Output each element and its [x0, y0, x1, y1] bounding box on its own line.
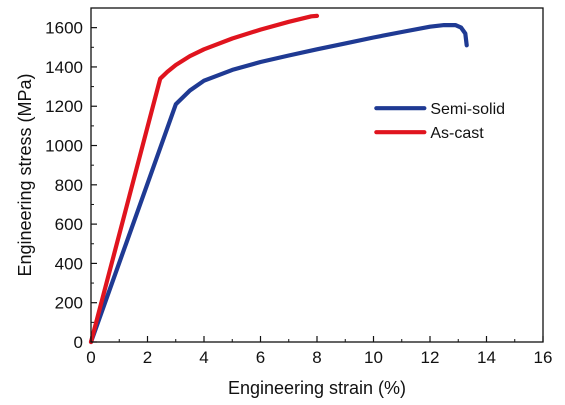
x-tick-label: 0	[86, 348, 95, 367]
legend: Semi-solid As-cast	[374, 101, 505, 142]
series-line-as-cast	[88, 13, 320, 345]
y-tick-label: 1000	[45, 137, 83, 156]
y-tick-label: 1400	[45, 58, 83, 77]
y-tick-label: 1600	[45, 19, 83, 38]
y-tick-label: 200	[55, 294, 83, 313]
x-tick-label: 4	[199, 348, 208, 367]
y-axis-title: Engineering stress (MPa)	[15, 73, 35, 276]
legend-label: As-cast	[430, 125, 484, 142]
x-tick-label: 16	[534, 348, 553, 367]
x-tick-label: 14	[477, 348, 496, 367]
y-tick-label: 400	[55, 254, 83, 273]
series-layer	[88, 13, 469, 345]
series-line-semi-solid	[88, 23, 469, 345]
y-tick-label: 1200	[45, 97, 83, 116]
plot-frame	[90, 7, 544, 343]
x-axis-title: Engineering strain (%)	[228, 378, 406, 398]
x-tick-label: 12	[421, 348, 440, 367]
x-tick-label: 2	[143, 348, 152, 367]
x-tick-label: 6	[256, 348, 265, 367]
legend-label: Semi-solid	[430, 101, 505, 118]
y-axis: 0 200 400 600 800 1000 1200 1400 1600	[45, 19, 97, 352]
x-axis: 0 2 4 6 8 10 12 14 16	[86, 336, 552, 367]
y-tick-label: 0	[74, 333, 83, 352]
y-tick-label: 600	[55, 215, 83, 234]
y-tick-label: 800	[55, 176, 83, 195]
x-tick-label: 8	[312, 348, 321, 367]
x-tick-label: 10	[364, 348, 383, 367]
